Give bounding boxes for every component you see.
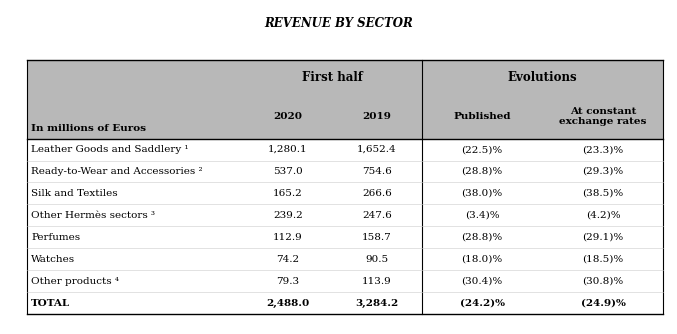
Text: 165.2: 165.2 [273,189,303,198]
FancyBboxPatch shape [27,182,663,204]
Text: In millions of Euros: In millions of Euros [31,124,146,133]
Text: (4.2)%: (4.2)% [586,211,620,220]
Text: (30.4)%: (30.4)% [462,277,503,286]
Text: (22.5)%: (22.5)% [462,145,503,154]
Text: 266.6: 266.6 [362,189,392,198]
Text: (24.2)%: (24.2)% [460,299,504,308]
Text: 158.7: 158.7 [362,233,392,242]
Text: 74.2: 74.2 [276,255,299,264]
Text: First half: First half [302,71,363,84]
Text: At constant
exchange rates: At constant exchange rates [559,107,647,126]
Text: Other Hermès sectors ³: Other Hermès sectors ³ [31,211,155,220]
Text: 3,284.2: 3,284.2 [355,299,399,308]
Text: (29.3)%: (29.3)% [582,167,624,176]
Text: 2020: 2020 [274,112,303,121]
Text: Perfumes: Perfumes [31,233,81,242]
FancyBboxPatch shape [27,60,663,139]
Text: REVENUE BY SECTOR: REVENUE BY SECTOR [264,17,413,30]
Text: 1,280.1: 1,280.1 [268,145,308,154]
Text: 239.2: 239.2 [273,211,303,220]
Text: (38.0)%: (38.0)% [462,189,503,198]
FancyBboxPatch shape [27,248,663,270]
Text: 537.0: 537.0 [273,167,303,176]
FancyBboxPatch shape [27,139,663,161]
Text: Evolutions: Evolutions [508,71,577,84]
Text: Watches: Watches [31,255,75,264]
FancyBboxPatch shape [27,292,663,314]
FancyBboxPatch shape [27,270,663,292]
Text: (28.8)%: (28.8)% [462,167,503,176]
Text: 247.6: 247.6 [362,211,392,220]
Text: (24.9)%: (24.9)% [581,299,626,308]
Text: Published: Published [454,112,511,121]
Text: Other products ⁴: Other products ⁴ [31,277,119,286]
Text: Leather Goods and Saddlery ¹: Leather Goods and Saddlery ¹ [31,145,189,154]
Text: Silk and Textiles: Silk and Textiles [31,189,118,198]
Text: 90.5: 90.5 [366,255,389,264]
Text: (28.8)%: (28.8)% [462,233,503,242]
Text: 2,488.0: 2,488.0 [266,299,309,308]
Text: TOTAL: TOTAL [31,299,70,308]
Text: Ready-to-Wear and Accessories ²: Ready-to-Wear and Accessories ² [31,167,203,176]
Text: 112.9: 112.9 [273,233,303,242]
FancyBboxPatch shape [27,161,663,182]
FancyBboxPatch shape [27,226,663,248]
Text: 754.6: 754.6 [362,167,392,176]
Text: (18.5)%: (18.5)% [582,255,624,264]
Text: (23.3)%: (23.3)% [582,145,624,154]
Text: 113.9: 113.9 [362,277,392,286]
Text: (3.4)%: (3.4)% [465,211,500,220]
Text: 2019: 2019 [363,112,391,121]
Text: (29.1)%: (29.1)% [582,233,624,242]
Text: 1,652.4: 1,652.4 [357,145,397,154]
Text: (30.8)%: (30.8)% [582,277,624,286]
Text: (38.5)%: (38.5)% [582,189,624,198]
FancyBboxPatch shape [27,204,663,226]
Text: (18.0)%: (18.0)% [462,255,503,264]
Text: 79.3: 79.3 [276,277,299,286]
